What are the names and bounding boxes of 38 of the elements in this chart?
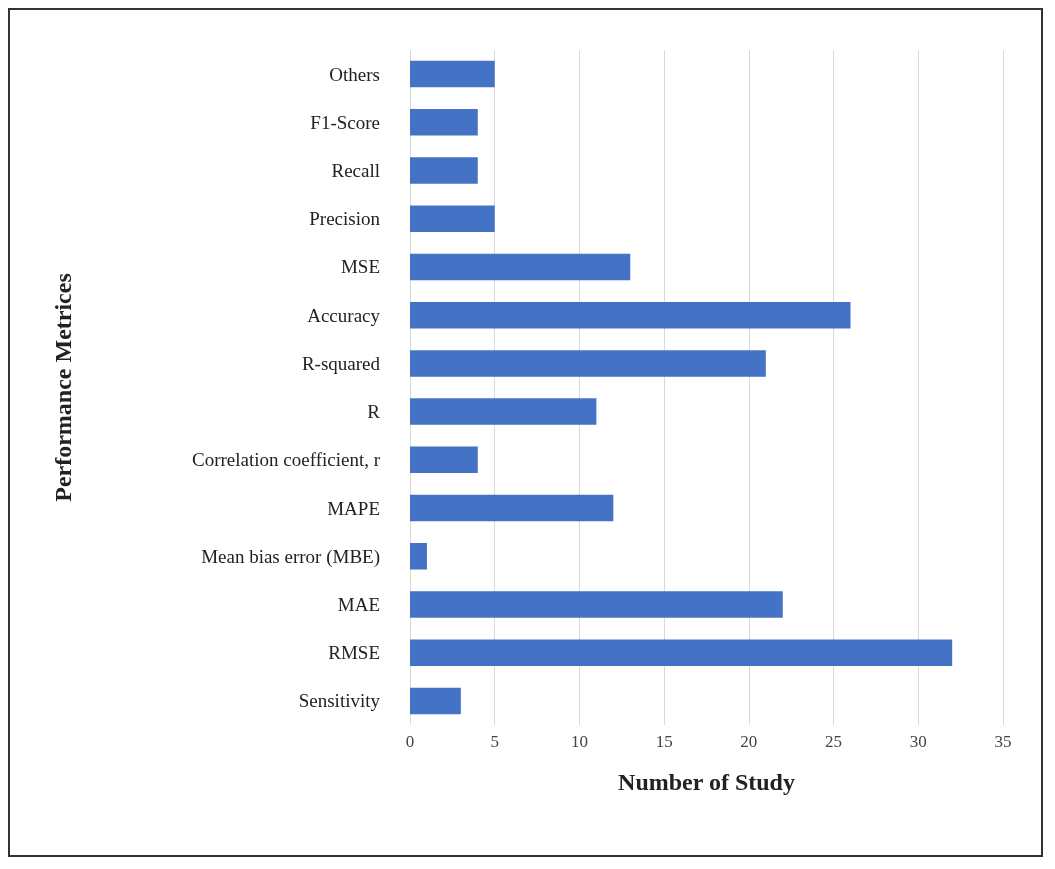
bar <box>410 542 427 570</box>
y-tick-label: Accuracy <box>307 304 381 326</box>
bar <box>410 253 631 281</box>
x-tick-label: 10 <box>570 732 588 751</box>
y-tick-label: R-squared <box>301 352 381 374</box>
bar <box>410 639 953 666</box>
x-tick-label: 25 <box>825 732 843 751</box>
y-tick-label: MAPE <box>327 497 380 519</box>
x-tick-label: 15 <box>655 732 673 751</box>
x-tick-label: 0 <box>405 732 415 751</box>
bar <box>410 157 478 184</box>
bar <box>410 687 461 715</box>
bar <box>410 350 766 377</box>
x-tick-label: 20 <box>740 732 758 751</box>
bar <box>410 301 851 329</box>
y-axis-title: Performance Metrices <box>50 273 76 502</box>
bar <box>410 398 597 425</box>
x-tick-label: 5 <box>490 732 499 751</box>
bar <box>410 494 614 522</box>
y-tick-label: Others <box>329 63 380 85</box>
bar <box>410 109 478 136</box>
y-tick-label: RMSE <box>328 642 380 664</box>
bar <box>410 591 783 618</box>
bar <box>410 205 495 233</box>
x-tick-label: 35 <box>994 732 1012 751</box>
x-tick-label: 30 <box>909 732 927 751</box>
y-tick-label: Precision <box>309 208 381 230</box>
y-tick-label: R <box>367 401 381 423</box>
y-tick-label: Recall <box>331 160 380 182</box>
y-tick-label: MSE <box>340 256 380 278</box>
bar <box>410 446 478 474</box>
y-tick-label: Sensitivity <box>298 690 381 712</box>
y-tick-label: MAE <box>337 593 380 615</box>
bar <box>410 60 495 88</box>
y-tick-label: Mean bias error (MBE) <box>201 545 380 568</box>
y-tick-label: F1-Score <box>310 111 380 133</box>
x-axis-title: Number of Study <box>618 769 795 795</box>
y-tick-label: Correlation coefficient, r <box>192 449 381 471</box>
